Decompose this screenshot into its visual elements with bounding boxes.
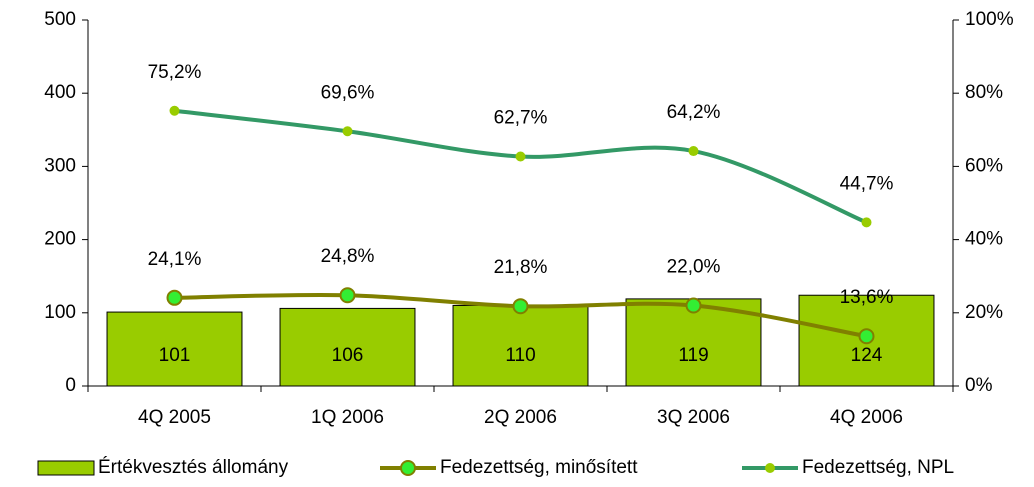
marker bbox=[515, 151, 526, 162]
x-tick-label: 3Q 2006 bbox=[657, 407, 730, 428]
marker bbox=[861, 217, 872, 228]
marker bbox=[688, 146, 699, 157]
y2-tick-label: 100% bbox=[965, 9, 1014, 30]
legend-swatch bbox=[37, 460, 95, 476]
y2-tick-label: 60% bbox=[965, 155, 1003, 176]
point-value-label: 62,7% bbox=[494, 108, 548, 129]
bar-value-label: 119 bbox=[678, 345, 708, 366]
bar-value-label: 110 bbox=[505, 345, 535, 366]
bar bbox=[106, 311, 243, 387]
x-tick-label: 2Q 2006 bbox=[484, 407, 557, 428]
marker bbox=[858, 328, 875, 345]
marker bbox=[169, 105, 180, 116]
point-value-label: 44,7% bbox=[840, 173, 894, 194]
marker bbox=[339, 287, 356, 304]
point-value-label: 13,6% bbox=[840, 287, 894, 308]
point-value-label: 75,2% bbox=[148, 62, 202, 83]
y2-tick-label: 0% bbox=[965, 375, 993, 396]
bar bbox=[279, 307, 416, 387]
y-tick-label: 0 bbox=[65, 375, 76, 396]
legend-marker bbox=[765, 463, 775, 473]
y-tick-label: 400 bbox=[44, 82, 76, 103]
bar-value-label: 124 bbox=[851, 345, 883, 366]
x-tick-label: 4Q 2005 bbox=[138, 407, 211, 428]
y2-tick-label: 40% bbox=[965, 229, 1003, 250]
legend-label: Fedezettség, NPL bbox=[802, 457, 954, 478]
y-tick-label: 100 bbox=[44, 302, 76, 323]
point-value-label: 69,6% bbox=[321, 82, 375, 103]
y-tick-label: 500 bbox=[44, 9, 76, 30]
marker bbox=[685, 297, 702, 314]
y-tick-label: 200 bbox=[44, 229, 76, 250]
point-value-label: 24,1% bbox=[148, 249, 202, 270]
x-tick-label: 1Q 2006 bbox=[311, 407, 384, 428]
point-value-label: 22,0% bbox=[667, 256, 721, 277]
x-tick-label: 4Q 2006 bbox=[830, 407, 903, 428]
point-value-label: 24,8% bbox=[321, 246, 375, 267]
marker bbox=[166, 289, 183, 306]
legend-label: Értékvesztés állomány bbox=[98, 457, 289, 478]
y-tick-label: 300 bbox=[44, 155, 76, 176]
legend-label: Fedezettség, minősített bbox=[440, 457, 638, 478]
y2-tick-label: 80% bbox=[965, 82, 1003, 103]
marker bbox=[512, 298, 529, 315]
bar-value-label: 101 bbox=[159, 345, 191, 366]
marker bbox=[342, 126, 353, 137]
y2-tick-label: 20% bbox=[965, 302, 1003, 323]
point-value-label: 64,2% bbox=[667, 102, 721, 123]
bar-value-label: 106 bbox=[332, 345, 364, 366]
point-value-label: 21,8% bbox=[494, 257, 548, 278]
legend-marker bbox=[400, 460, 416, 476]
